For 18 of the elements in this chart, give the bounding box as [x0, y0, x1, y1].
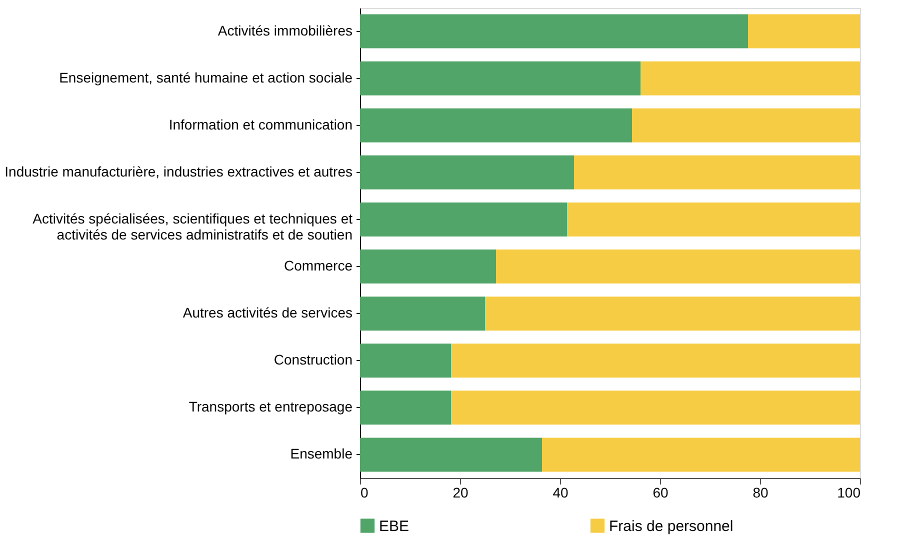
- y-tick-label: Transports et entreposage: [188, 398, 353, 415]
- y-tick-label: Industrie manufacturière, industries extractives et autres: [4, 163, 352, 180]
- y-tick-label: Activités immobilières: [218, 22, 352, 38]
- x-tick-label: 40: [552, 484, 568, 500]
- y-tick-label: Activités spécialisées, scientifiques et techniques et activités de services administratifs et de soutien: [32, 210, 353, 242]
- y-tick-label: Commerce: [284, 258, 353, 274]
- y-tick-label: Information et communication: [168, 116, 352, 132]
- y-tick-label: Construction: [274, 352, 352, 368]
- x-tick-label: 0: [360, 484, 368, 500]
- y-tick-label: Enseignement, santé humaine et action sociale: [59, 69, 353, 86]
- legend-label: EBE: [379, 518, 410, 535]
- x-tick-label: 60: [652, 484, 668, 500]
- x-tick-label: 20: [452, 484, 468, 500]
- x-tick-label: 100: [837, 484, 861, 500]
- x-tick-label: 80: [752, 484, 768, 500]
- y-tick-label: Autres activités de services: [182, 304, 352, 321]
- y-tick-label: Ensemble: [290, 446, 353, 462]
- legend-label: Frais de personnel: [609, 518, 734, 535]
